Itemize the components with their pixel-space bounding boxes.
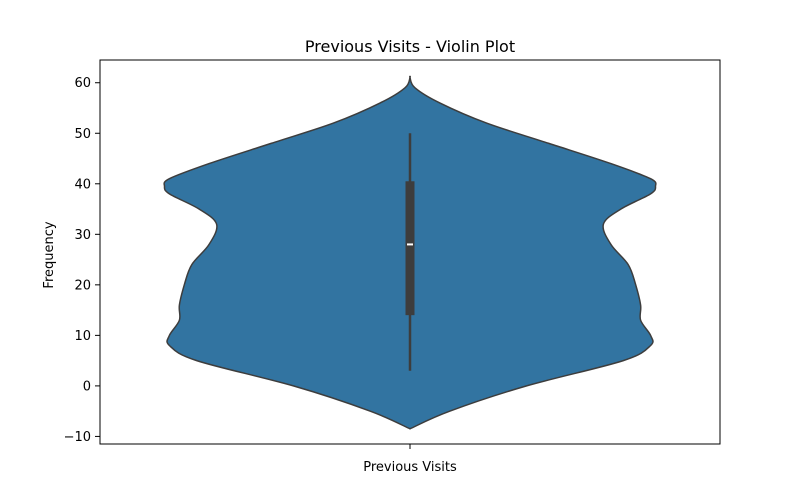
y-axis-title: Frequency	[42, 221, 57, 288]
violin-iqr-box	[405, 181, 415, 316]
chart-title: Previous Visits - Violin Plot	[305, 37, 515, 56]
y-tick-label: 50	[74, 127, 91, 142]
y-tick-label: 0	[83, 379, 91, 394]
x-tick-label: Previous Visits	[363, 460, 457, 475]
y-tick-label: 30	[74, 228, 91, 243]
y-tick-label: 20	[74, 278, 91, 293]
y-tick-label: 60	[74, 76, 91, 91]
y-tick-label: 10	[74, 329, 91, 344]
y-tick-label: 40	[74, 177, 91, 192]
y-tick-label: −10	[64, 430, 91, 445]
